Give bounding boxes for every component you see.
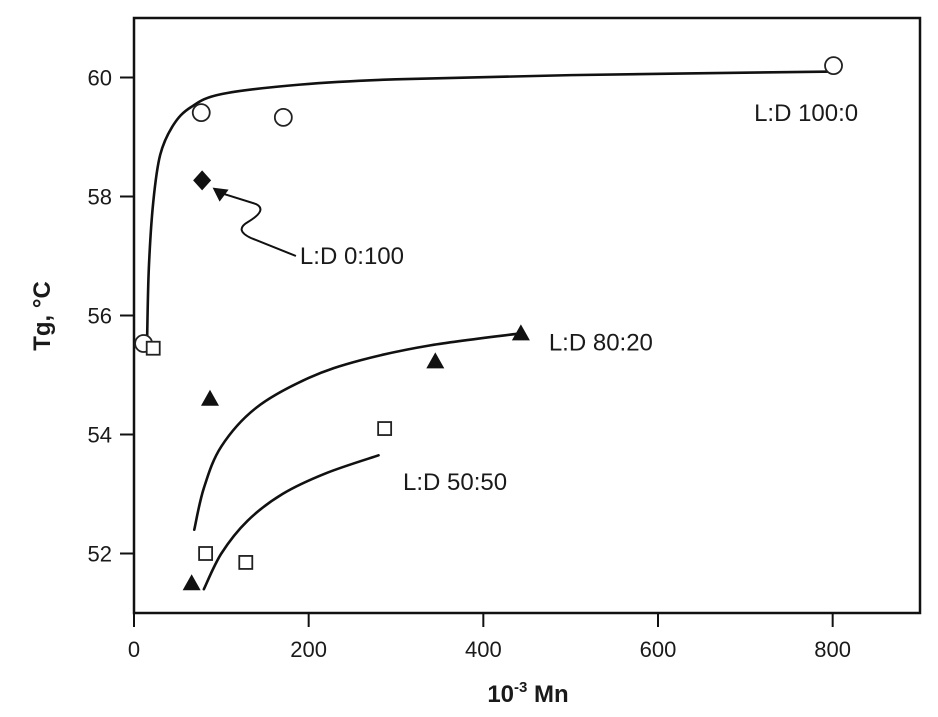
annotations: L:D 100:0 L:D 0:100 L:D 80:20 L:D 50:50 <box>212 100 858 496</box>
square-marker <box>238 555 254 570</box>
square-marker <box>198 546 214 561</box>
diamond-marker <box>193 170 212 191</box>
square-marker <box>145 340 161 356</box>
x-axis-title: 10-3 Mn <box>487 679 568 708</box>
fit-curve <box>202 454 380 591</box>
annotation-label: L:D 100:0 <box>754 100 858 127</box>
x-tick-label: 400 <box>465 637 502 662</box>
y-tick-label: 54 <box>88 423 112 448</box>
y-axis: 52 54 56 58 60 <box>88 66 134 567</box>
arrowhead-icon <box>212 187 229 202</box>
triangle-marker <box>511 324 530 341</box>
square-marker <box>377 421 393 436</box>
x-tick-label: 200 <box>290 637 327 662</box>
x-axis: 0 200 400 600 800 <box>128 613 851 662</box>
fit-curves <box>145 70 835 591</box>
annotation-label: L:D 50:50 <box>403 469 507 496</box>
fit-curve <box>192 332 523 531</box>
triangle-marker <box>182 574 201 591</box>
y-tick-label: 52 <box>88 542 112 567</box>
circle-marker <box>273 107 293 127</box>
data-markers <box>134 56 843 591</box>
y-axis-title: Tg, °C <box>29 281 56 351</box>
annotation-label: L:D 0:100 <box>300 243 404 270</box>
x-tick-label: 800 <box>814 637 851 662</box>
annotation-label: L:D 80:20 <box>549 329 653 356</box>
y-tick-label: 60 <box>88 66 112 91</box>
triangle-marker <box>200 389 219 406</box>
x-tick-label: 0 <box>128 637 140 662</box>
fit-curve <box>145 70 835 341</box>
triangle-marker <box>426 352 445 369</box>
y-tick-label: 56 <box>88 304 112 329</box>
annotation-arrow <box>222 192 297 257</box>
y-tick-label: 58 <box>88 185 112 210</box>
circle-marker <box>191 103 211 123</box>
circle-marker <box>824 56 843 75</box>
x-tick-label: 600 <box>640 637 677 662</box>
